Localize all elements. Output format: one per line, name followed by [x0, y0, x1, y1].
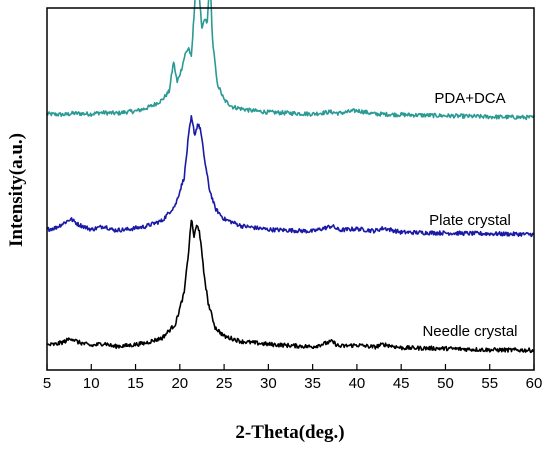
x-tick-label-2: 15 — [127, 375, 144, 392]
x-tick-label-0: 5 — [43, 375, 51, 392]
x-tick-label-3: 20 — [171, 375, 188, 392]
series-line-0 — [46, 0, 535, 121]
series-group — [46, 0, 535, 354]
x-tick-label-5: 30 — [260, 375, 277, 392]
x-tick-label-9: 50 — [437, 375, 454, 392]
x-axis-ticks: 5 10 15 20 25 30 35 40 45 50 55 60 — [43, 364, 543, 392]
x-tick-label-10: 55 — [481, 375, 498, 392]
series-line-2 — [46, 219, 535, 354]
x-tick-label-11: 60 — [526, 375, 543, 392]
x-tick-label-8: 45 — [393, 375, 410, 392]
x-tick-label-6: 35 — [304, 375, 321, 392]
series-label-0: PDA+DCA — [434, 90, 505, 107]
series-line-1 — [46, 115, 535, 238]
series-label-1: Plate crystal — [429, 212, 511, 229]
x-tick-label-4: 25 — [216, 375, 233, 392]
series-label-group: PDA+DCA Plate crystal Needle crystal — [422, 90, 517, 340]
x-tick-label-1: 10 — [83, 375, 100, 392]
x-axis-title: 2-Theta(deg.) — [235, 422, 344, 443]
x-tick-label-7: 40 — [349, 375, 366, 392]
plot-frame — [46, 7, 535, 371]
y-axis-title: Intensity(a.u.) — [6, 133, 27, 247]
series-label-2: Needle crystal — [422, 323, 517, 340]
